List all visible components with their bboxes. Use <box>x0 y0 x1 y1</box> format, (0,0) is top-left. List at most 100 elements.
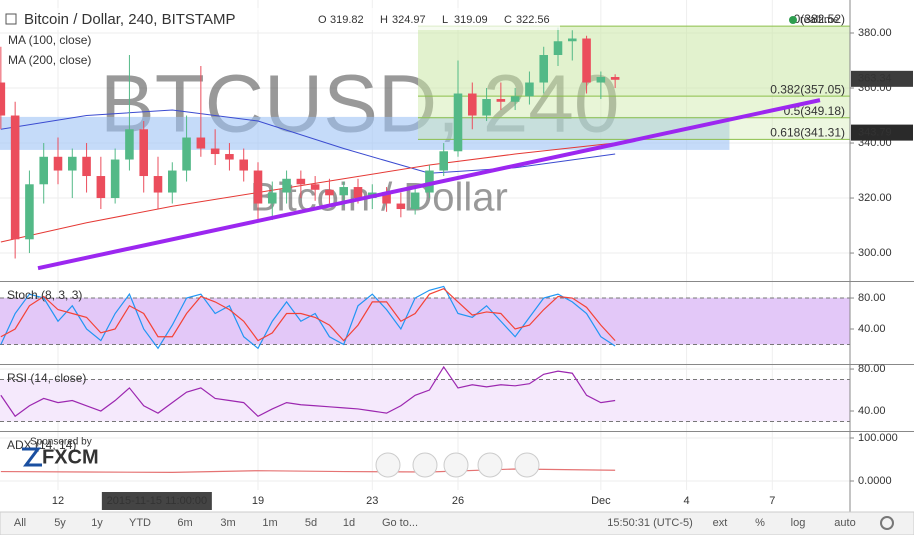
candle-body <box>568 38 577 42</box>
candle-body <box>610 77 620 80</box>
indicator-line <box>0 365 616 418</box>
candle-body <box>553 41 563 56</box>
candle-body <box>210 148 220 155</box>
ohlc-key: H <box>380 14 388 26</box>
range-button[interactable]: 1y <box>91 517 103 529</box>
candle-body <box>310 184 320 190</box>
zoom-in[interactable] <box>477 452 503 478</box>
ohlc-key: O <box>318 14 327 26</box>
range-button[interactable]: YTD <box>129 517 151 529</box>
candle-body <box>25 184 34 240</box>
legend-entry: MA (200, close) <box>8 53 91 67</box>
fib-area <box>418 26 850 97</box>
ohlc-key: C <box>504 14 512 26</box>
indicator-line <box>0 285 616 350</box>
collapse-icon[interactable] <box>5 13 17 25</box>
candle-body <box>339 187 348 196</box>
candle-body <box>582 38 591 83</box>
candle-body <box>425 170 434 193</box>
candle-body <box>153 176 163 193</box>
price-label-box <box>851 70 913 87</box>
chart-layer: 12 19 23 26 Dec 4 7300.00320.00340.00360.00380… <box>0 0 914 510</box>
fib-area <box>418 96 850 118</box>
candle-body <box>139 129 148 177</box>
y-tick-label: 380.00 <box>858 27 892 39</box>
indicator-title: Stoch (8, 3, 3) <box>7 288 82 302</box>
crosshair-date: 2015-11-15 11:00:00 <box>107 495 208 507</box>
ohlc-value: 324.97 <box>392 14 426 26</box>
y-tick-label: 320.00 <box>858 192 892 204</box>
price-label-box <box>851 124 913 141</box>
candle-body <box>196 137 206 149</box>
sponsor-label: Sponsored by <box>30 437 92 448</box>
scroll-left[interactable] <box>375 452 401 478</box>
x-tick-label: 26 <box>452 495 464 507</box>
candle-body <box>296 178 306 185</box>
ohlc-value: 319.09 <box>454 14 488 26</box>
ohlc-value: 322.56 <box>516 14 550 26</box>
option-button[interactable]: auto <box>834 517 855 529</box>
y-tick-label: 300.00 <box>858 247 892 259</box>
x-tick-label: 12 <box>52 495 64 507</box>
candle-body <box>0 82 6 116</box>
fib-label: 0.5(349.18) <box>784 104 845 118</box>
price-label: 343.79 <box>858 127 892 139</box>
candle-body <box>96 176 106 199</box>
candle-body <box>396 203 406 210</box>
candle-body <box>239 159 248 171</box>
range-button[interactable]: 1d <box>343 517 355 529</box>
y-tick-label: 80.00 <box>858 363 886 375</box>
range-button[interactable]: 3m <box>220 517 235 529</box>
candle-body <box>39 156 48 185</box>
fib-label: 0.618(341.31) <box>770 126 845 140</box>
candle-body <box>410 192 420 210</box>
option-button[interactable]: ext <box>713 517 728 529</box>
settings-button[interactable] <box>880 516 894 530</box>
option-button[interactable]: % <box>755 517 765 529</box>
candle-body <box>268 192 277 204</box>
range-button[interactable]: 6m <box>177 517 192 529</box>
option-button[interactable]: log <box>791 517 806 529</box>
range-button[interactable]: All <box>14 517 26 529</box>
y-tick-label: 40.00 <box>858 405 886 417</box>
trendline <box>37 98 821 271</box>
x-tick-label: 19 <box>252 495 264 507</box>
x-tick-label: 23 <box>366 495 378 507</box>
x-tick-label: 4 <box>684 495 690 507</box>
x-tick-label: Dec <box>591 495 611 507</box>
crosshair-date-box <box>101 492 212 510</box>
realtime-label: realtime <box>800 14 839 26</box>
y-tick-label: 80.00 <box>858 292 886 304</box>
timezone-clock: 15:50:31 (UTC-5) <box>607 517 693 529</box>
candle-body <box>168 170 177 193</box>
candle-body <box>496 99 506 102</box>
candle-body <box>182 137 191 171</box>
candle-body <box>382 192 391 204</box>
range-button[interactable]: 5d <box>305 517 317 529</box>
indicator-band <box>0 298 850 345</box>
ohlc-key: L <box>442 14 448 26</box>
fib-area <box>418 117 850 140</box>
reset[interactable] <box>443 452 469 478</box>
realtime-dot <box>789 16 797 24</box>
legend-entry: MA (100, close) <box>8 33 91 47</box>
candle-body <box>325 189 334 196</box>
indicator-title: RSI (14, close) <box>7 371 86 385</box>
candle-body <box>110 159 120 199</box>
chart-title: Bitcoin / Dollar, 240, BITSTAMP <box>24 11 235 28</box>
scroll-right[interactable] <box>514 452 540 478</box>
ohlc-value: 319.82 <box>330 14 364 26</box>
candle-body <box>596 77 606 83</box>
range-button[interactable]: 5y <box>54 517 66 529</box>
candle-body <box>125 129 134 160</box>
candle-body <box>482 99 491 116</box>
price-label: 363.34 <box>858 73 892 85</box>
candle-body <box>453 93 463 152</box>
candle-body <box>82 156 91 177</box>
goto-button[interactable]: Go to... <box>382 517 418 529</box>
navigation-buttons <box>375 452 540 478</box>
range-button[interactable]: 1m <box>262 517 277 529</box>
candle-body <box>10 115 20 240</box>
zoom-out[interactable] <box>412 452 438 478</box>
